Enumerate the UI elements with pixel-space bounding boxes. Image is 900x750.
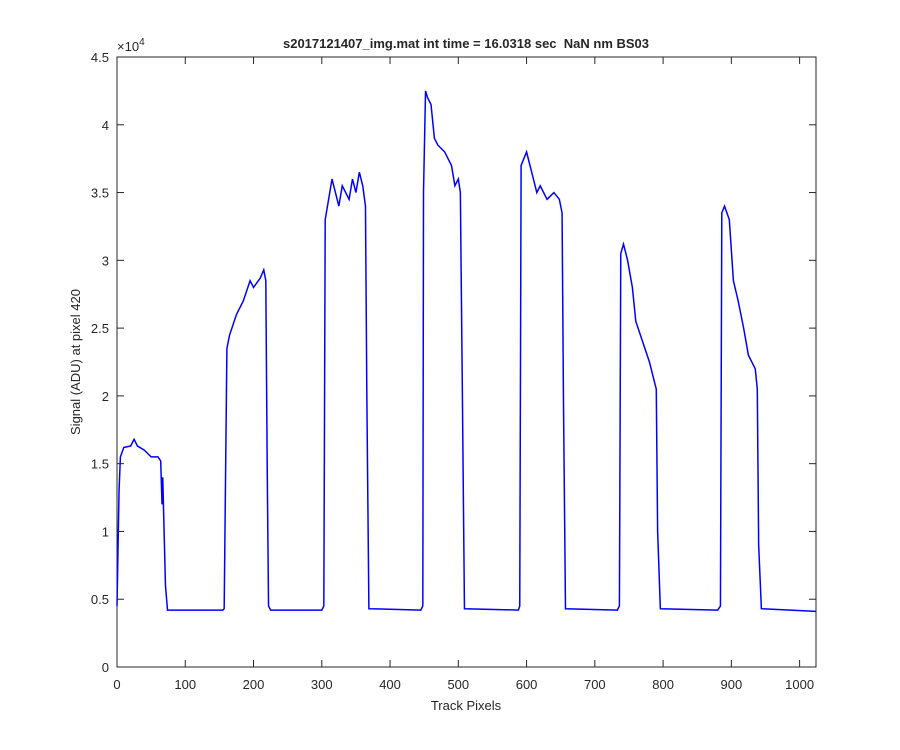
x-tick-label: 600 — [516, 677, 538, 692]
x-tick-label: 900 — [721, 677, 743, 692]
x-axis-label: Track Pixels — [431, 698, 502, 713]
y-axis-label: Signal (ADU) at pixel 420 — [68, 289, 83, 435]
x-tick-label: 700 — [584, 677, 606, 692]
y-tick-label: 0.5 — [91, 592, 109, 607]
y-exponent-base: ×10 — [117, 39, 139, 54]
x-tick-label: 800 — [652, 677, 674, 692]
y-exponent: ×104 — [117, 37, 145, 54]
y-tick-label: 2.5 — [91, 321, 109, 336]
x-tick-label: 100 — [174, 677, 196, 692]
y-tick-label: 4 — [102, 118, 109, 133]
x-tick-label: 0 — [113, 677, 120, 692]
y-tick-label: 1 — [102, 524, 109, 539]
y-tick-label: 0 — [102, 660, 109, 675]
x-tick-label: 300 — [311, 677, 333, 692]
x-tick-label: 200 — [243, 677, 265, 692]
axes-box — [116, 56, 817, 668]
chart-title: s2017121407_img.mat int time = 16.0318 s… — [283, 36, 649, 51]
x-tick-label: 400 — [379, 677, 401, 692]
y-exponent-power: 4 — [139, 37, 145, 48]
y-tick-label: 1.5 — [91, 457, 109, 472]
x-tick-label: 500 — [447, 677, 469, 692]
y-tick-label: 3.5 — [91, 186, 109, 201]
y-tick-label: 3 — [102, 253, 109, 268]
y-tick-label: 2 — [102, 389, 109, 404]
data-line — [116, 90, 817, 613]
y-tick-label: 4.5 — [91, 50, 109, 65]
x-tick-label: 1000 — [785, 677, 814, 692]
